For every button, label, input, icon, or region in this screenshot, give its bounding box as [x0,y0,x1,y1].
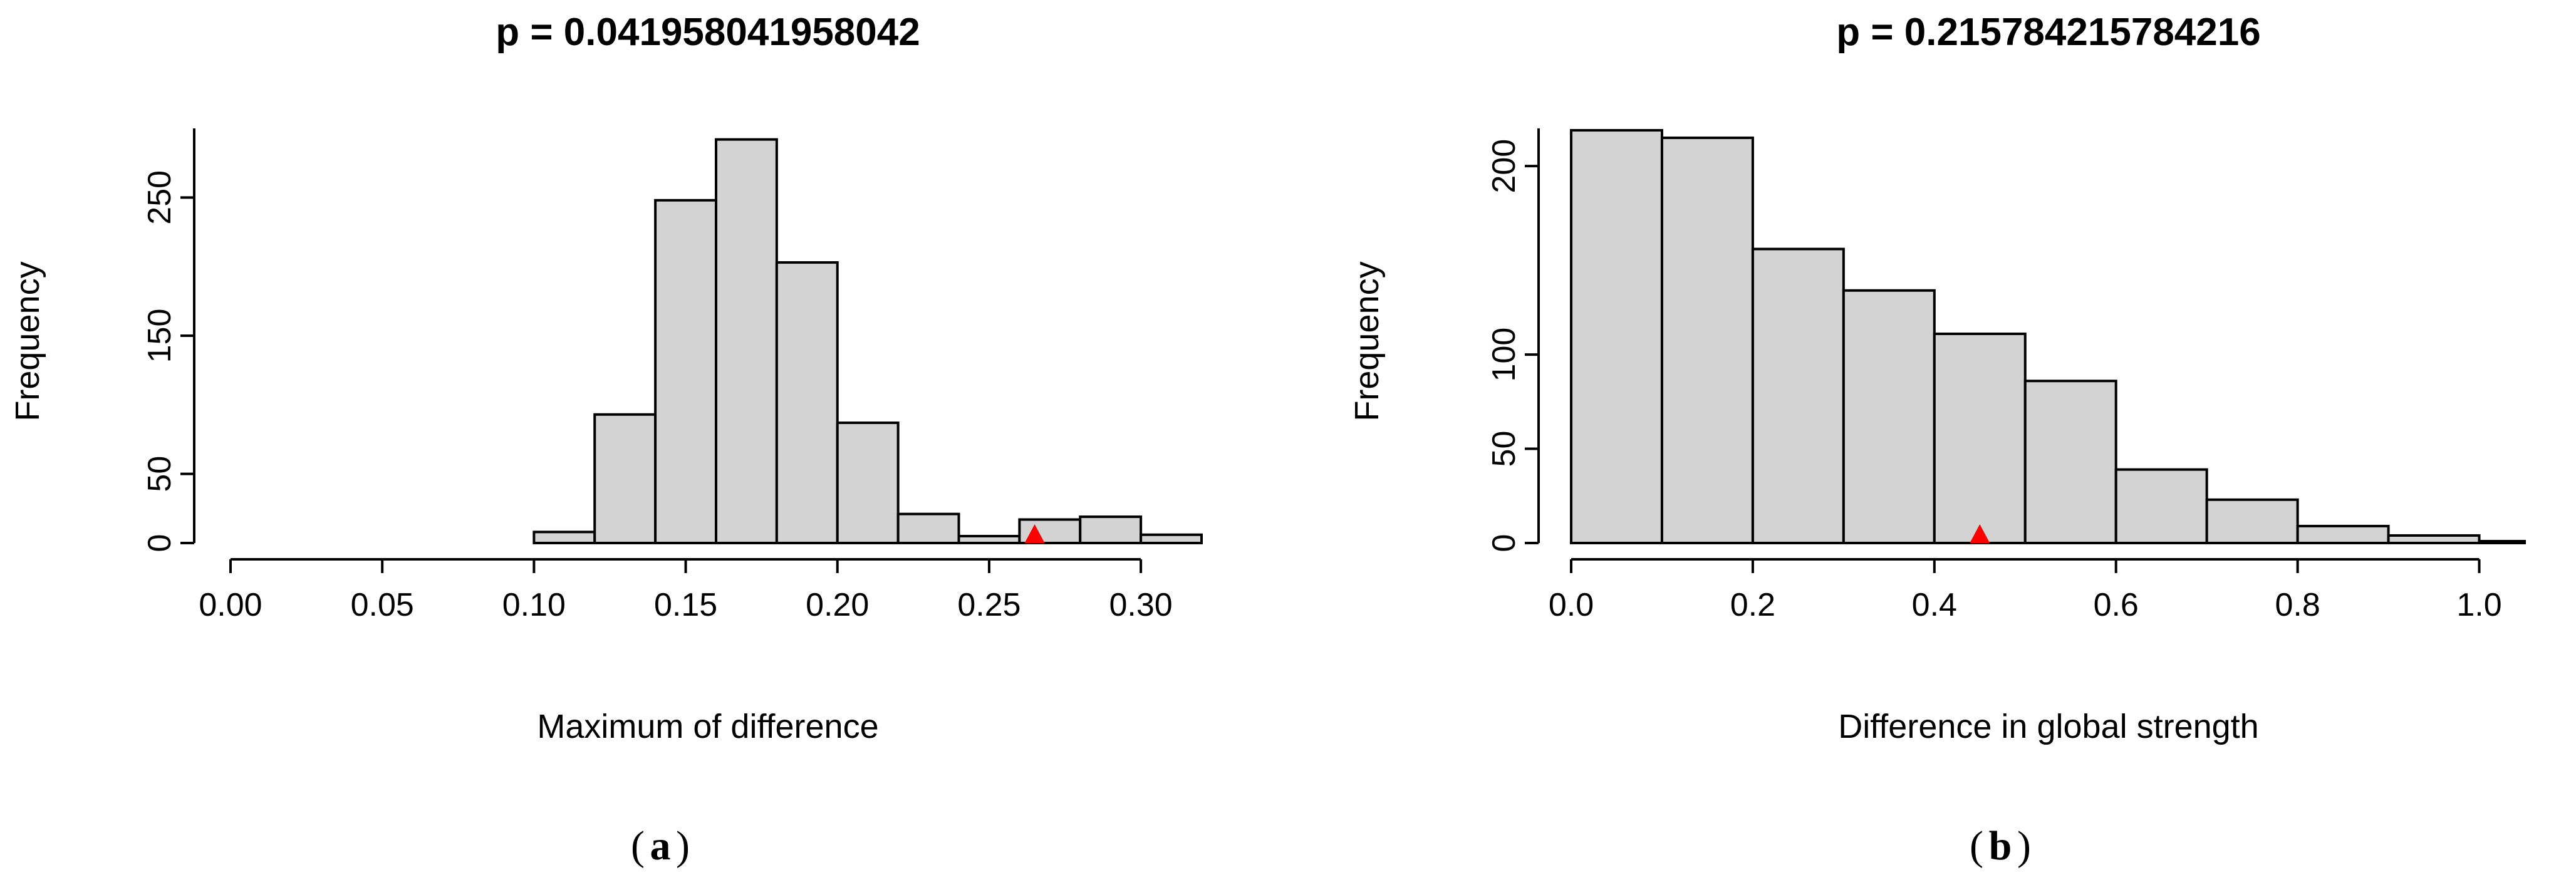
panel-a-bar [775,261,839,544]
panel-b-bar [1570,129,1663,544]
svg-text:(: ( [1970,823,1983,869]
panel-b-observed-marker-triangle [1970,524,1990,543]
panel-a-y-axis: 0 50 150 250 [142,128,195,552]
panel-a-x-tick-label: 0.10 [502,587,566,623]
panel-b-bar [2478,539,2527,544]
panel-b-caption-letter: b [1989,823,2012,869]
panel-a-y-tick-label: 150 [142,309,178,363]
panel-b-x-axis-label: Difference in global strength [1838,708,2258,745]
panel-b-bar [2387,534,2481,544]
panel-a-x-tick-label: 0.00 [199,587,262,623]
panel-b-bar [2114,468,2208,544]
panel-b-x-axis: 0.0 0.2 0.4 0.6 0.8 1.0 [1549,558,2502,623]
panel-a-caption-letter: a [650,823,671,869]
panel-b-bars [1570,129,2527,545]
panel-a-observed-marker-triangle [1024,524,1045,543]
panel-a-y-axis-label: Frequency [9,261,46,421]
panel-b-caption: ( b ) [1970,823,2031,869]
panel-b-x-tick-label: 0.2 [1730,587,1775,623]
panel-a-bar [896,512,960,544]
svg-text:): ) [676,823,690,869]
panel-b-bar [2296,524,2390,544]
panel-b-y-axis: 0 50 100 200 [1486,128,1540,552]
panel-a-x-tick-label: 0.25 [957,587,1021,623]
panel-a-y-axis-title: Frequency [9,261,46,421]
panel-b: p = 0.215784215784216 Frequency Differen… [1348,11,2527,869]
panel-b-y-axis-label: Frequency [1348,261,1386,421]
panel-a-bar [593,413,657,545]
panel-a-observed-marker [1024,524,1045,543]
panel-b-x-tick-label: 0.6 [2094,587,2139,623]
panel-a-y-tick-label: 250 [142,170,178,225]
panel-a-x-axis-label: Maximum of difference [537,708,878,745]
panel-a-x-tick-label: 0.30 [1109,587,1173,623]
panel-a-x-tick-label: 0.15 [654,587,717,623]
panel-a-bar [654,199,717,545]
panel-a-bar [957,534,1021,545]
panel-b-bar [1751,247,1845,544]
svg-text:): ) [2017,823,2031,869]
panel-a-title: p = 0.041958041958042 [496,11,920,54]
panel-b-bar [2205,498,2299,544]
panel-b-bar [1933,332,2027,544]
panel-a-x-axis: 0.00 0.05 0.10 0.15 0.20 0.25 0.30 [199,558,1173,623]
panel-b-x-tick-label: 1.0 [2456,587,2501,623]
panel-a-bar [532,530,596,545]
panel-b-y-tick-label: 200 [1486,139,1522,194]
panel-a: p = 0.041958041958042 Frequency Maximum … [9,11,1203,869]
panel-b-y-tick-label: 0 [1486,534,1522,552]
panel-b-bar [1660,137,1754,544]
panel-a-bar [1079,515,1143,544]
panel-a-bar [1140,533,1203,545]
panel-a-bars [532,138,1203,545]
panel-a-y-tick-label: 50 [142,456,178,492]
panel-a-x-tick-label: 0.20 [806,587,869,623]
panel-b-observed-marker [1970,524,1990,543]
panel-b-x-tick-label: 0.8 [2275,587,2320,623]
panel-a-x-tick-label: 0.05 [351,587,414,623]
panel-b-x-tick-label: 0.0 [1549,587,1594,623]
panel-b-title: p = 0.215784215784216 [1836,11,2260,54]
panel-a-y-tick-label: 0 [142,534,178,552]
panel-b-y-tick-label: 100 [1486,328,1522,382]
panel-a-caption: ( a ) [631,823,690,869]
panel-b-x-tick-label: 0.4 [1912,587,1957,623]
panel-a-bar [715,138,778,545]
panel-a-bar [836,422,900,545]
panel-b-bar [1842,289,1936,544]
svg-text:(: ( [631,823,645,869]
panel-b-y-tick-label: 50 [1486,431,1522,467]
panel-b-y-axis-title: Frequency [1348,261,1386,421]
panel-b-bar [2023,380,2117,545]
